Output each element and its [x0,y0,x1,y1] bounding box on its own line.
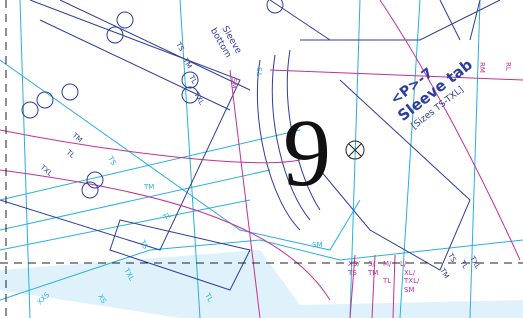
size-label: SM [230,78,238,88]
size-label: TM [367,269,378,277]
size-label: TS [138,238,150,251]
size-label: L/ [400,260,407,268]
size-label: TS [106,154,118,167]
size-label: TL [64,148,76,160]
size-label: TXL [468,254,482,270]
piece-label: <P>-7 Sleeve tab [Sizes TS-TXL] [384,43,483,135]
size-label: S/ [368,260,375,268]
size-label: TS [347,269,357,277]
size-label: TS [174,40,186,53]
size-label: SM [404,286,414,294]
size-label: SM [312,241,322,249]
size-label: TS [256,67,264,77]
size-label: TL [382,277,391,285]
size-label: TL [458,258,470,270]
size-label: XL/ [404,269,416,277]
size-label: TM [438,266,451,280]
pattern-sheet: 9 <P>-7 Sleeve tab [Sizes TS-TXL] Sleeve… [0,0,523,318]
size-label: RL [504,62,512,71]
note: Sleeve bottom [208,21,243,61]
size-label: M/ [383,260,392,268]
size-label: XS/ [348,260,360,268]
size-label: TM [70,131,84,144]
size-label: TM [143,183,154,191]
size-label: TXL/ [403,277,420,285]
size-label: TL [161,211,173,223]
size-label: RM [478,62,486,73]
page-number: 9 [283,99,331,206]
